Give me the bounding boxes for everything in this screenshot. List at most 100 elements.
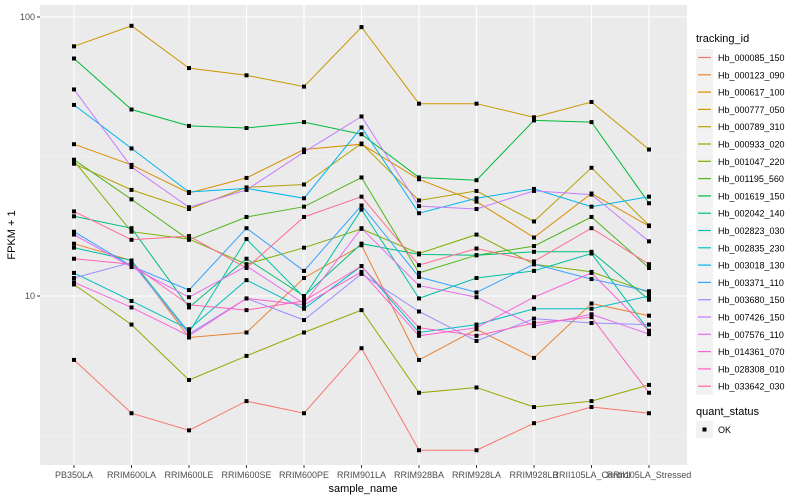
data-point bbox=[474, 246, 479, 251]
data-point bbox=[647, 297, 651, 302]
data-point bbox=[474, 253, 479, 258]
y-tick-label: 100 bbox=[20, 12, 35, 22]
data-point bbox=[244, 308, 249, 313]
data-point bbox=[474, 325, 479, 330]
data-point bbox=[129, 23, 134, 28]
data-point bbox=[72, 256, 76, 261]
data-point bbox=[244, 265, 249, 270]
data-point bbox=[129, 107, 134, 112]
data-point bbox=[302, 295, 306, 300]
data-point bbox=[187, 288, 191, 293]
data-point bbox=[359, 241, 364, 246]
data-point bbox=[302, 150, 306, 155]
data-point bbox=[589, 120, 594, 125]
data-point bbox=[129, 226, 134, 231]
data-point bbox=[589, 99, 594, 104]
data-point bbox=[532, 249, 536, 254]
data-point bbox=[302, 330, 306, 335]
x-tick-label: RRIM600SE bbox=[221, 470, 271, 480]
shape-legend-label: OK bbox=[718, 425, 731, 435]
shape-legend-title: quant_status bbox=[696, 406, 759, 418]
data-point bbox=[417, 211, 421, 216]
data-point bbox=[417, 390, 421, 395]
legend-label: Hb_003680_150 bbox=[718, 295, 785, 305]
shape-legend: quant_status OK bbox=[696, 406, 759, 438]
shape-legend-key-square bbox=[702, 427, 707, 432]
data-point bbox=[187, 377, 191, 382]
y-axis-title: FPKM + 1 bbox=[6, 210, 18, 259]
grid-lines bbox=[40, 5, 687, 465]
data-point bbox=[532, 355, 536, 360]
data-point bbox=[417, 296, 421, 301]
data-point bbox=[474, 333, 479, 338]
data-point bbox=[72, 157, 76, 162]
data-point bbox=[359, 194, 364, 199]
data-point bbox=[474, 199, 479, 204]
data-point bbox=[244, 126, 249, 131]
data-point bbox=[129, 305, 134, 310]
legend-label: Hb_000123_090 bbox=[718, 70, 785, 80]
data-point bbox=[302, 147, 306, 152]
data-point bbox=[244, 73, 249, 78]
data-point bbox=[589, 226, 594, 231]
legend-title: tracking_id bbox=[696, 33, 749, 45]
data-point bbox=[244, 330, 249, 335]
data-point bbox=[244, 256, 249, 261]
legend-label: Hb_000617_100 bbox=[718, 88, 785, 98]
data-point bbox=[532, 295, 536, 300]
data-point bbox=[129, 237, 134, 242]
data-point bbox=[532, 421, 536, 426]
data-point bbox=[72, 209, 76, 214]
x-tick-label: RRIM928BA bbox=[394, 470, 444, 480]
data-point bbox=[417, 270, 421, 275]
y-tick-label: 10 bbox=[25, 291, 35, 301]
data-point bbox=[474, 196, 479, 201]
x-tick-label: RRII105LA_Control bbox=[552, 470, 630, 480]
data-point bbox=[647, 223, 651, 228]
data-point bbox=[532, 219, 536, 224]
data-point bbox=[187, 66, 191, 71]
data-point bbox=[359, 114, 364, 119]
data-point bbox=[589, 251, 594, 256]
data-point bbox=[532, 405, 536, 410]
data-point bbox=[72, 232, 76, 237]
data-point bbox=[129, 164, 134, 169]
data-point bbox=[244, 187, 249, 192]
data-point bbox=[359, 207, 364, 212]
data-point bbox=[72, 142, 76, 147]
data-point bbox=[589, 270, 594, 275]
x-tick-label: RRIM600PE bbox=[279, 470, 329, 480]
data-point bbox=[647, 147, 651, 152]
data-point bbox=[417, 309, 421, 314]
data-point bbox=[474, 448, 479, 453]
x-tick-label: RRIM600LE bbox=[164, 470, 213, 480]
data-point bbox=[72, 276, 76, 281]
data-point bbox=[359, 269, 364, 274]
legend-label: Hb_033642_030 bbox=[718, 382, 785, 392]
data-point bbox=[72, 270, 76, 275]
data-point bbox=[244, 399, 249, 404]
legend-label: Hb_000789_310 bbox=[718, 122, 785, 132]
data-point bbox=[474, 322, 479, 327]
data-point bbox=[417, 175, 421, 180]
data-point bbox=[72, 241, 76, 246]
data-point bbox=[647, 265, 651, 270]
data-point bbox=[532, 262, 536, 267]
x-tick-label: RRIM928LA bbox=[452, 470, 501, 480]
data-point bbox=[532, 316, 536, 321]
data-point bbox=[187, 234, 191, 239]
data-point bbox=[187, 327, 191, 332]
data-point bbox=[359, 226, 364, 231]
data-point bbox=[72, 282, 76, 287]
data-point bbox=[589, 192, 594, 197]
data-point bbox=[244, 296, 249, 301]
data-point bbox=[647, 328, 651, 333]
legend-label: Hb_002823_030 bbox=[718, 226, 785, 236]
data-point bbox=[359, 125, 364, 130]
data-point bbox=[302, 298, 306, 303]
data-point bbox=[302, 411, 306, 416]
data-point bbox=[187, 333, 191, 338]
data-point bbox=[129, 298, 134, 303]
data-point bbox=[359, 203, 364, 208]
data-point bbox=[72, 229, 76, 234]
